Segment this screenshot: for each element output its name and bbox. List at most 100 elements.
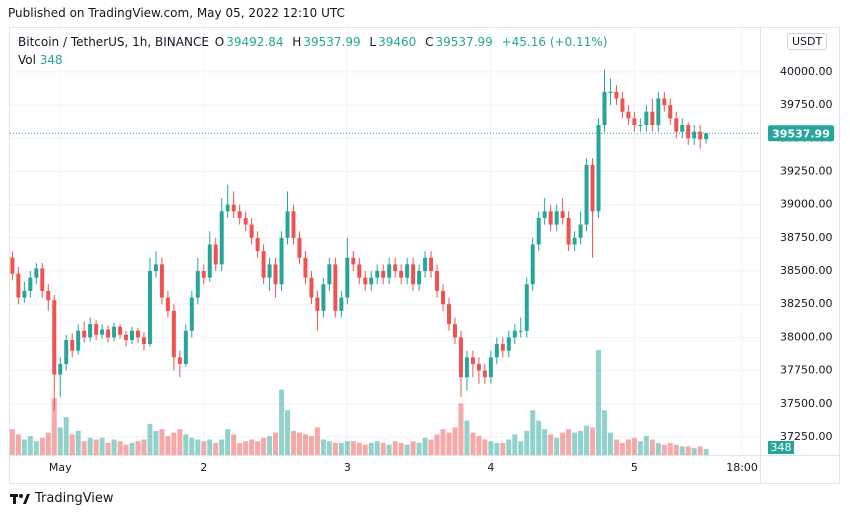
volume-bar [129,442,135,455]
change-value: +45.16 (+0.11%) [501,35,608,49]
volume-bar [386,444,392,455]
x-tick-label: 4 [487,461,494,474]
candle-body [680,125,685,132]
candle-body [153,264,158,272]
volume-bar [631,437,637,455]
volume-bar [51,398,57,455]
volume-bar [123,444,129,455]
candle-body [614,91,619,99]
volume-bar [374,441,380,455]
y-tick-label: 37500.00 [780,397,833,410]
candle-body [201,271,206,278]
volume-bar [207,439,213,455]
volume-bar [356,442,362,455]
candle-body [632,118,637,126]
candle-body [291,211,296,238]
candle-body [52,300,57,375]
candle-body [512,330,517,338]
volume-bar [649,439,655,455]
volume-bar [494,442,500,455]
volume-bar [135,441,141,455]
y-tick-label: 37250.00 [780,430,833,443]
volume-bar [404,444,410,455]
volume-bar [308,436,314,455]
volume-bar [213,442,219,455]
candle-body [261,251,266,278]
candle-body [393,264,398,272]
candle-body [141,337,146,345]
candle-body [70,340,75,351]
volume-bar [45,432,51,455]
volume-bar [362,444,368,455]
volume-bar [57,427,63,455]
candle-body [118,326,123,335]
volume-bar [171,432,177,455]
candle-body [249,224,254,238]
volume-bar [27,436,33,455]
volume-bar [9,429,15,455]
volume-bar [285,410,291,455]
candle-body [315,297,320,311]
volume-bar [344,441,350,455]
currency-button[interactable]: USDT [787,33,828,50]
candle-body [572,237,577,245]
volume-bar [613,439,619,455]
volume-bar [279,389,285,455]
volume-bar [518,441,524,455]
candle-body [171,310,176,358]
candle-body [231,204,236,212]
volume-bar [231,434,237,455]
volume-bar [87,437,93,455]
brand-logo [10,493,30,504]
candle-body [100,329,105,335]
candle-body [243,217,248,225]
volume-bar [661,444,667,455]
axes: 37250.00 37500.00 37750.00 38000.00 38250.00… [10,65,834,474]
volume-bar [625,439,631,455]
candle-body [417,271,422,285]
chart-border [9,27,840,484]
volume-bar [21,439,27,455]
volume-bar [63,417,69,455]
volume-bar [464,420,470,455]
candle-body [584,164,589,225]
candle-body [273,264,278,285]
candle-body [321,284,326,311]
candle-body [333,264,338,311]
volume-label-box [768,441,794,454]
volume-bar [643,436,649,455]
volume-bar [15,434,21,455]
volume-bar [578,430,584,455]
candle-body [692,131,697,139]
volume-bar [93,439,99,455]
volume-bar [320,439,326,455]
volume-bar [673,444,679,455]
volume-bar [458,403,464,455]
close-value: 39537.99 [435,35,493,49]
candle-body [405,264,410,278]
candle-body [381,271,386,278]
volume-bar [105,442,111,455]
candle-body [620,98,625,112]
y-tick-label: 38250.00 [780,297,833,310]
grid [10,28,760,455]
candle-body [452,324,457,338]
candle-body [435,271,440,291]
volume-bar [243,441,249,455]
volume-bar [398,442,404,455]
y-tick-label: 39000.00 [780,198,833,211]
volume-bar [584,425,590,455]
volume-bar [189,437,195,455]
x-tick-label: 3 [344,461,351,474]
candle-body [411,264,416,285]
volume-bar [679,446,685,455]
volume-bar [542,429,548,455]
y-tick-label: 37750.00 [780,364,833,377]
volume-bar [195,439,201,455]
candle-body [536,217,541,245]
candle-body [596,125,601,212]
volume-bar [512,434,518,455]
candle-body [590,164,595,212]
candle-body [476,363,481,371]
